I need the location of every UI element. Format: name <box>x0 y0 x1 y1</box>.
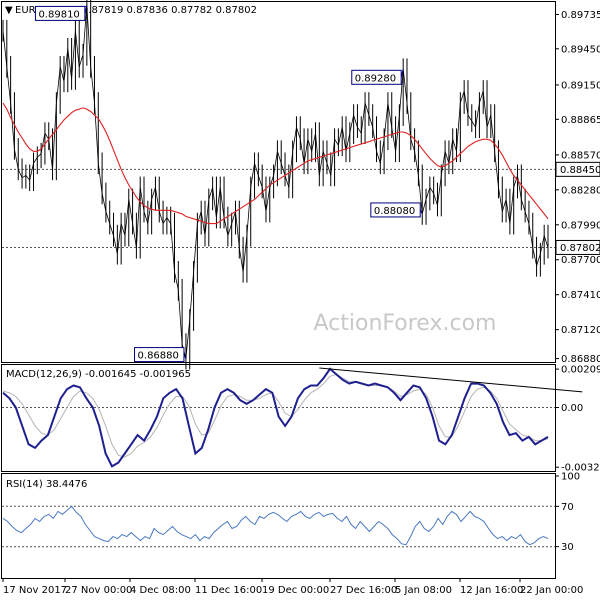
x-tick-label-0: 17 Nov 2017 <box>3 585 67 596</box>
price-level-box-0 <box>555 161 600 177</box>
price-ytick-label-8: 0.87410 <box>561 290 600 301</box>
price-ytick-label-1: 0.89450 <box>561 44 600 55</box>
rsi-ytick-label-1: 70 <box>561 502 574 513</box>
price-line <box>2 5 549 359</box>
x-tick-label-1: 27 Nov 00:00 <box>65 585 132 596</box>
rsi-plot: 100 70 30 <box>2 472 580 553</box>
macd-ytick-label-2: -0.003248 <box>561 463 600 474</box>
price-ytick-label-5: 0.88280 <box>561 185 600 196</box>
x-tick-label-7: 12 Jan 16:00 <box>460 585 523 596</box>
macd-main-line <box>2 367 549 468</box>
price-ytick-label-0: 0.89735 <box>561 10 600 21</box>
price-header-arrow: ▼ <box>5 5 13 16</box>
price-ytick-label-7: 0.87700 <box>561 255 600 266</box>
macd-panel <box>1 364 556 472</box>
macd-title: MACD(12,26,9) -0.001645 -0.001965 <box>6 369 191 380</box>
rsi-ytick-label-2: 30 <box>561 542 574 553</box>
x-tick-label-2: 4 Dec 08:00 <box>130 585 191 596</box>
price-ytick-label-6: 0.87990 <box>561 220 600 231</box>
annotation-2-text: 0.89280 <box>355 73 396 84</box>
price-level-box-1 <box>555 239 600 255</box>
ma-line <box>2 102 549 225</box>
x-tick-label-4: 19 Dec 00:00 <box>262 585 329 596</box>
price-ytick-label-9: 0.87120 <box>561 325 600 336</box>
annotation-3-text: 0.88080 <box>374 206 415 217</box>
rsi-title: RSI(14) 38.4476 <box>6 479 87 490</box>
rsi-line <box>2 505 549 546</box>
x-tick-label-6: 5 Jan 08:00 <box>395 585 452 596</box>
x-tick-label-3: 11 Dec 16:00 <box>195 585 262 596</box>
annotation-1-text: 0.86880 <box>138 351 179 362</box>
macd-trendline <box>319 367 583 393</box>
rsi-panel <box>1 473 556 579</box>
annotation-0-text: 0.89810 <box>38 9 79 20</box>
price-ytick-label-10: 0.86880 <box>561 354 600 365</box>
watermark: ActionForex.com <box>314 311 497 336</box>
annotation-2-box <box>351 69 402 85</box>
macd-plot: 0.00209 0.00 -0.003248 <box>2 365 600 474</box>
price-panel <box>1 1 556 363</box>
price-ytick-label-4: 0.88570 <box>561 150 600 161</box>
macd-ytick-label-0: 0.00209 <box>561 365 600 376</box>
x-tick-label-5: 27 Dec 16:00 <box>330 585 397 596</box>
price-ytick-label-3: 0.88865 <box>561 115 600 126</box>
macd-ytick-label-1: 0.00 <box>561 403 583 414</box>
rsi-ytick-label-0: 100 <box>561 472 580 483</box>
price-level-label-1: 0.87802 <box>560 243 600 254</box>
annotation-3-box <box>370 202 421 218</box>
price-ytick-label-2: 0.89150 <box>561 80 600 91</box>
price-plot: 0.89735 0.89450 0.89150 0.88865 0.88570 0.882… <box>2 0 600 370</box>
annotation-0-box <box>34 5 86 21</box>
x-tick-label-8: 22 Jan 00:00 <box>520 585 583 596</box>
macd-signal-line <box>2 373 549 458</box>
ohlc-label: 0.87819 0.87836 0.87782 0.87802 <box>82 5 257 16</box>
price-level-label-0: 0.88450 <box>560 165 600 176</box>
annotation-1-box <box>134 347 185 363</box>
